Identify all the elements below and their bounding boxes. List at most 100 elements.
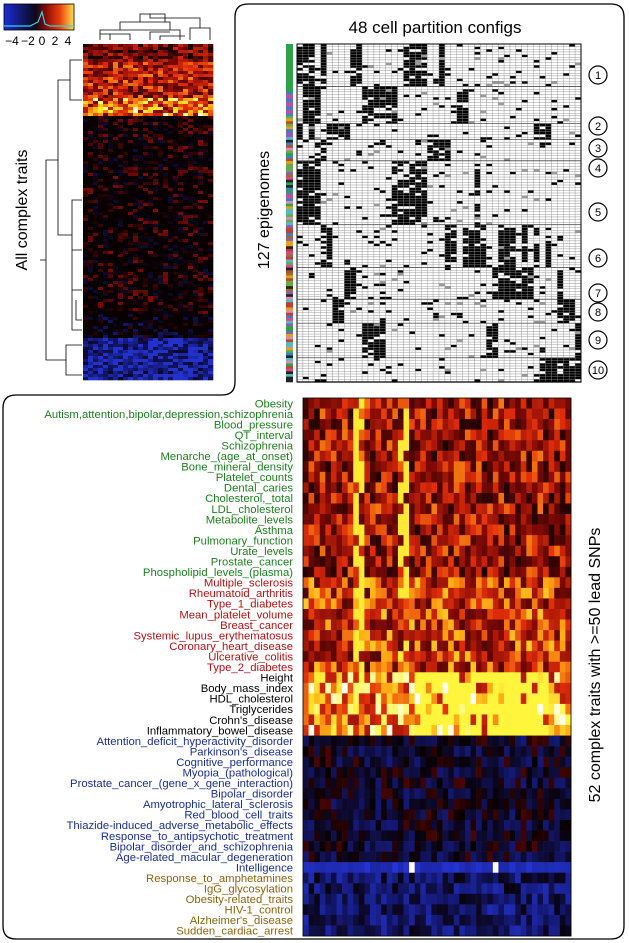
partition-cell [509,62,517,66]
overview-cell [133,329,139,333]
overview-cell [133,92,139,96]
overview-cell [158,128,164,132]
partition-cell [574,134,582,138]
overview-cell [198,137,204,141]
overview-cell [208,296,214,300]
overview-cell [138,329,144,333]
overview-cell [148,161,154,165]
overview-cell [133,74,139,78]
overview-cell [103,242,109,246]
overview-cell [198,86,204,90]
overview-cell [203,191,209,195]
overview-cell [193,197,199,201]
partition-cell [355,131,363,135]
overview-cell [103,329,109,333]
partition-cell [568,91,576,95]
overview-cell [148,215,154,219]
overview-cell [173,335,179,339]
overview-cell [193,212,199,216]
partition-cell [361,139,369,143]
overview-cell [158,224,164,228]
overview-cell [168,266,174,270]
overview-cell [153,248,159,252]
overview-cell [118,218,124,222]
overview-cell [198,185,204,189]
overview-cell [93,311,99,315]
overview-cell [188,212,194,216]
overview-cell [168,158,174,162]
partition-cell [450,73,457,77]
overview-cell [168,179,174,183]
partition-cell [539,62,546,66]
partition-cell [492,91,499,95]
overview-cell [183,119,189,123]
partition-cell [438,144,446,148]
partition-cell [296,99,304,103]
overview-cell [118,215,124,219]
partition-cell [474,99,481,103]
partition-cell [367,139,375,143]
partition-cell [486,134,493,138]
overview-cell [88,362,94,366]
partition-cell [492,89,499,93]
partition-cell [421,147,428,151]
overview-cell [183,62,189,66]
overview-cell [168,332,174,336]
overview-cell [83,224,89,228]
partition-cell [432,49,440,53]
overview-cell [103,212,109,216]
partition-cell [320,147,327,151]
overview-cell [163,185,169,189]
overview-cell [198,182,204,186]
partition-cell [350,142,357,146]
partition-cell [456,102,463,106]
overview-cell [93,59,99,63]
overview-cell [108,65,114,69]
overview-cell [208,326,214,330]
partition-cell [539,115,546,119]
epigenome-color-cell [286,238,293,242]
overview-cell [123,65,129,69]
overview-cell [143,257,149,261]
overview-cell [193,191,199,195]
overview-cell [208,377,214,381]
partition-cell [344,59,351,63]
overview-cell [93,284,99,288]
overview-cell [98,143,104,147]
partition-cell [367,97,375,101]
partition-cell [296,59,304,63]
overview-cell [158,200,164,204]
overview-cell [188,194,194,198]
partition-cell [551,49,558,53]
partition-cell [314,147,321,151]
overview-cell [123,335,129,339]
partition-cell [355,99,363,103]
overview-cell [98,314,104,318]
partition-cell [480,75,487,79]
partition-cell [308,97,315,101]
overview-cell [128,191,134,195]
partition-cell [563,94,570,98]
overview-cell [148,374,154,378]
overview-cell [138,200,144,204]
overview-cell [163,194,169,198]
partition-cell [415,67,422,71]
overview-cell [203,326,209,330]
epigenome-color-cell [286,102,293,106]
partition-cell [568,118,576,122]
overview-cell [148,185,154,189]
partition-cell [574,54,582,58]
epigenome-color-bar [286,44,293,383]
overview-cell [208,266,214,270]
overview-cell [133,230,139,234]
overview-cell [143,167,149,171]
partition-cell [574,81,582,85]
overview-cell [208,110,214,114]
partition-cell [462,46,469,50]
overview-cell [188,179,194,183]
partition-cell [361,75,369,79]
overview-cell [143,356,149,360]
overview-cell [173,173,179,177]
partition-cell [332,126,339,130]
partition-cell [438,75,446,79]
